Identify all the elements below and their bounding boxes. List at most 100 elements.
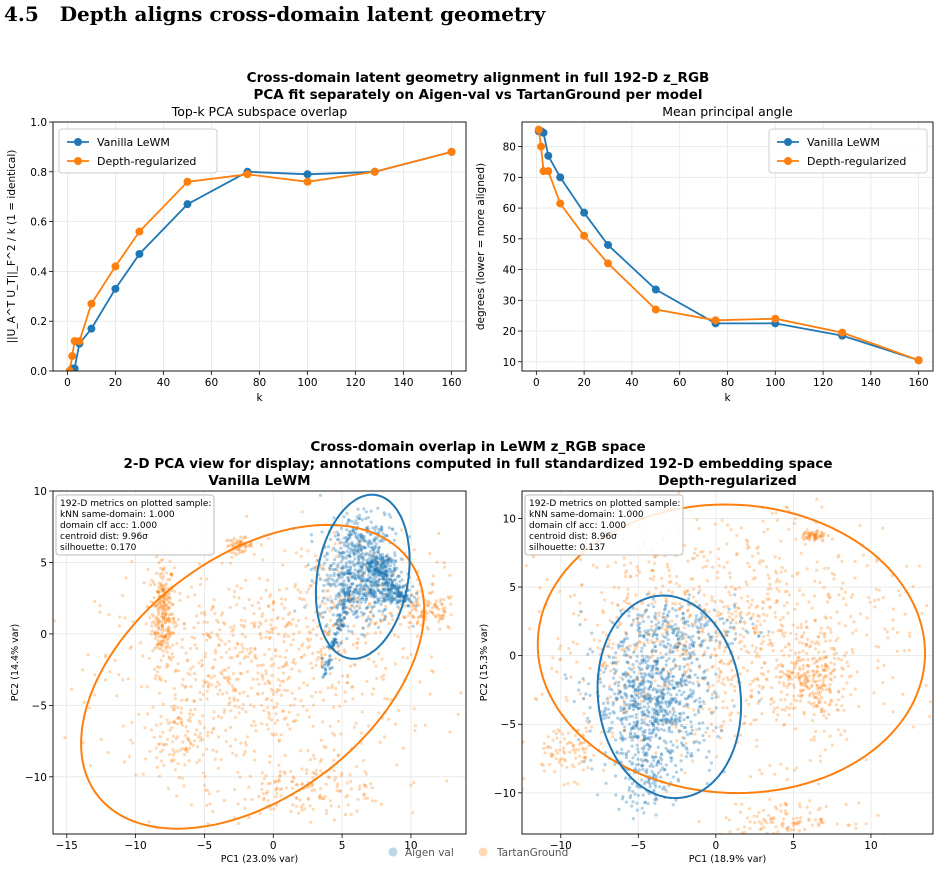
panel2-series-vanilla-lewm-point <box>544 151 553 160</box>
panel4-point-tartanground <box>652 575 656 579</box>
panel3-point-tartanground <box>277 738 281 742</box>
panel4-point-tartanground <box>853 576 857 580</box>
panel3-point-aigen-val <box>384 533 389 538</box>
panel3-point-tartanground <box>252 625 256 629</box>
panel4-point-tartanground <box>901 692 905 697</box>
panel4-point-tartanground <box>710 712 714 716</box>
panel4-point-tartanground <box>535 698 539 702</box>
panel3-point-aigen-val <box>347 542 351 546</box>
panel4-point-tartanground <box>823 668 828 672</box>
panel4-point-aigen-val <box>659 656 663 660</box>
panel4-point-aigen-val <box>653 708 657 712</box>
panel4-point-tartanground <box>801 663 805 668</box>
panel3-point-aigen-val <box>393 578 397 582</box>
panel3-point-tartanground <box>264 774 268 778</box>
panel1-series-depth-regularized-point <box>111 262 120 271</box>
panel4-point-tartanground <box>756 619 760 623</box>
panel3-point-tartanground <box>173 589 177 594</box>
panel3-point-aigen-val <box>375 555 379 560</box>
panel4-point-tartanground <box>617 586 621 590</box>
panel4-point-tartanground <box>808 692 812 696</box>
panel4-point-tartanground <box>811 679 815 683</box>
panel3-point-aigen-val <box>334 637 338 641</box>
panel3-point-tartanground <box>276 615 280 619</box>
panel4-point-aigen-val <box>648 664 652 669</box>
panel3-point-tartanground <box>180 645 184 650</box>
panel3-point-tartanground <box>261 677 265 681</box>
panel4-point-aigen-val <box>655 688 659 692</box>
panel3-point-aigen-val <box>332 574 336 578</box>
panel4-point-tartanground <box>660 690 664 694</box>
panel3-point-tartanground <box>169 758 173 762</box>
panel3-point-aigen-val <box>377 609 381 613</box>
panel3-point-tartanground <box>242 656 246 660</box>
panel3-point-tartanground <box>145 685 149 689</box>
panel3-point-tartanground <box>360 710 364 714</box>
panel3-point-tartanground <box>211 604 215 609</box>
panel3-point-aigen-val <box>355 549 359 553</box>
panel3-point-tartanground <box>197 719 201 723</box>
panel3-point-tartanground <box>166 628 170 632</box>
panel4-point-tartanground <box>583 751 587 755</box>
panel4-point-tartanground <box>651 568 655 573</box>
panel3-point-tartanground <box>349 604 353 608</box>
panel3-point-tartanground <box>306 785 310 789</box>
panel3-point-tartanground <box>268 592 272 597</box>
panel3-point-tartanground <box>159 575 163 579</box>
panel4-point-aigen-val <box>652 712 656 716</box>
panel4-point-tartanground <box>610 646 614 650</box>
panel3-point-tartanground <box>205 620 209 624</box>
panel3-point-tartanground <box>158 774 162 778</box>
panel4-point-aigen-val <box>656 702 660 706</box>
panel3-point-tartanground <box>241 702 245 706</box>
panel4-point-tartanground <box>835 822 839 826</box>
panel3-point-aigen-val <box>333 567 337 572</box>
panel3-point-aigen-val <box>339 588 343 592</box>
panel3-point-aigen-val <box>367 578 371 583</box>
panel3-point-tartanground <box>337 649 341 653</box>
panel3-point-tartanground <box>398 622 403 627</box>
panel4-point-tartanground <box>820 531 824 535</box>
panel4-point-tartanground <box>935 650 938 653</box>
panel4-point-tartanground <box>609 669 613 673</box>
panel3-point-tartanground <box>186 658 190 662</box>
panel3-point-tartanground <box>226 544 230 548</box>
panel3-point-tartanground <box>160 639 164 643</box>
panel4-point-aigen-val <box>689 688 693 692</box>
panel3-point-tartanground <box>237 551 241 555</box>
panel3-point-tartanground <box>313 771 317 776</box>
panel3-point-tartanground <box>364 641 368 645</box>
panel4-point-tartanground <box>717 673 722 678</box>
panel4-point-tartanground <box>626 661 631 665</box>
panel3-point-tartanground <box>352 725 357 729</box>
panel4-point-aigen-val <box>639 764 644 768</box>
panel4-point-tartanground <box>745 816 750 820</box>
panel3-point-tartanground <box>252 705 256 709</box>
panel4-point-tartanground <box>800 674 804 678</box>
panel4-point-tartanground <box>764 677 768 681</box>
panel4-point-aigen-val <box>640 718 644 722</box>
panel3-point-aigen-val <box>374 580 378 585</box>
panel3-metrics-line: domain clf acc: 1.000 <box>60 521 157 531</box>
panel3-point-aigen-val <box>393 568 397 573</box>
panel3-point-aigen-val <box>337 573 341 577</box>
panel4-point-tartanground <box>770 644 774 648</box>
panel4-point-tartanground <box>518 626 521 629</box>
panel3-point-tartanground <box>412 603 416 607</box>
panel4-point-tartanground <box>635 616 639 621</box>
panel4-point-tartanground <box>572 612 576 616</box>
panel4-point-tartanground <box>747 651 751 655</box>
panel4-point-aigen-val <box>705 781 709 786</box>
panel3-point-tartanground <box>262 796 266 800</box>
panel4-point-tartanground <box>815 536 819 540</box>
panel3-point-tartanground <box>364 588 369 592</box>
panel4-point-aigen-val <box>588 729 592 733</box>
panel3-point-tartanground <box>435 605 439 609</box>
panel3-point-aigen-val <box>395 601 399 605</box>
panel3-point-tartanground <box>152 646 157 651</box>
panel3-point-aigen-val <box>372 590 376 594</box>
panel3-point-aigen-val <box>381 583 385 587</box>
panel4-point-tartanground <box>558 748 562 752</box>
panel3-point-tartanground <box>160 605 164 609</box>
panel3-point-tartanground <box>182 784 186 788</box>
